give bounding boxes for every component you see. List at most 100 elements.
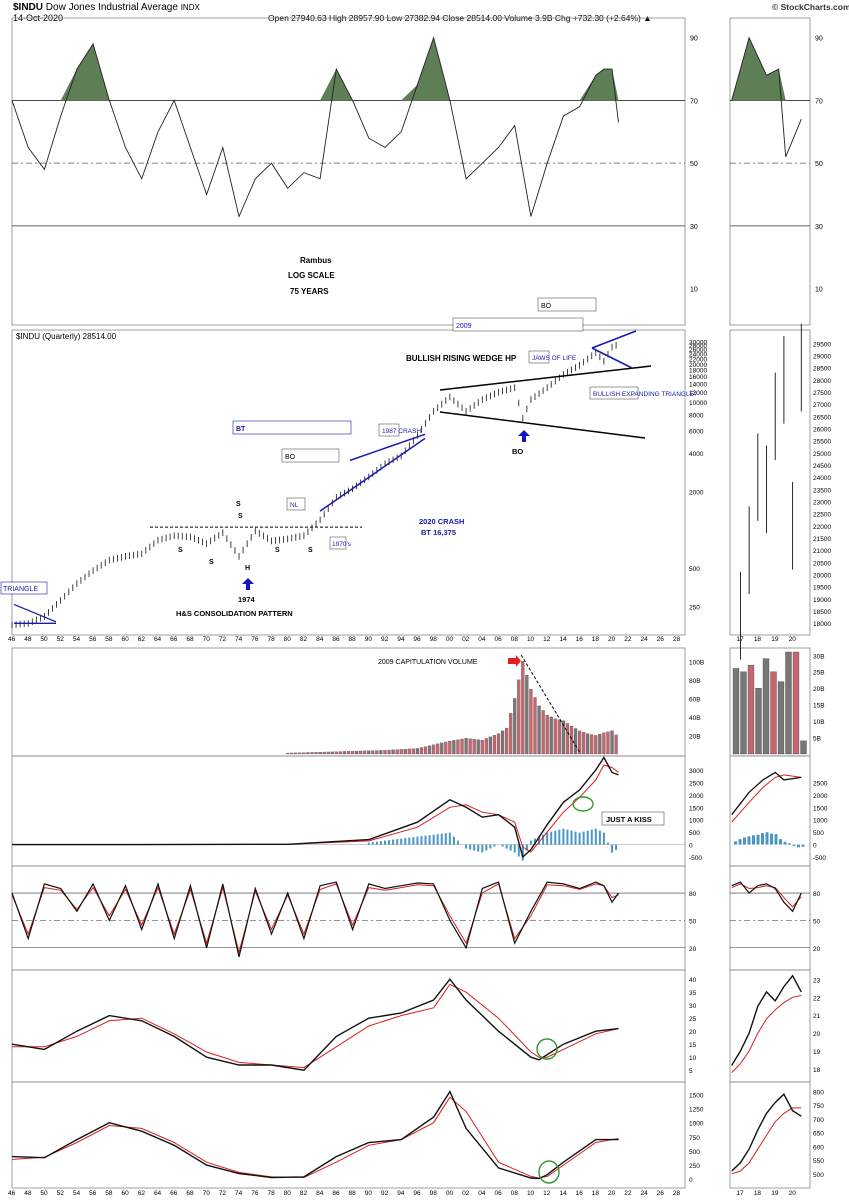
x-tick-label: 50	[40, 636, 48, 643]
annotation-box	[281, 448, 340, 463]
y-tick-label: -500	[689, 855, 702, 862]
x-tick-label: 80	[284, 636, 292, 643]
volume-bar	[318, 752, 322, 755]
x-tick-label: 52	[57, 1190, 65, 1197]
y-tick-label: 500	[813, 1172, 824, 1179]
x-tick-label: 58	[105, 1190, 113, 1197]
histogram-bar	[404, 838, 407, 845]
y-tick-label: 21	[813, 1013, 821, 1020]
histogram-bar	[485, 844, 488, 851]
y-tick-label: 1250	[689, 1107, 704, 1114]
volume-bar	[525, 675, 529, 755]
histogram-bar	[550, 831, 553, 845]
histogram-bar	[525, 844, 528, 851]
jaws-line-upper	[439, 365, 652, 391]
up-arrow-icon	[518, 430, 530, 442]
y-tick-label: 800	[813, 1089, 824, 1096]
y-tick-label: 15	[689, 1042, 697, 1049]
x-tick-label: 22	[624, 1190, 632, 1197]
rsi-line-right	[731, 36, 802, 158]
y-tick-label: 26000	[813, 426, 831, 433]
volume-bar	[777, 681, 785, 755]
y-tick-label: 26500	[813, 414, 831, 421]
x-tick-label: 76	[251, 636, 259, 643]
annotation: 1987 CRASH	[382, 428, 421, 435]
x-tick-label: 70	[203, 1190, 211, 1197]
annotation: BO	[512, 447, 523, 456]
histogram-bar	[473, 844, 476, 851]
histogram-bar	[792, 844, 796, 846]
annotation: JAWS OF LIFE	[532, 355, 577, 362]
histogram-bar	[416, 836, 419, 845]
y-tick-label: 20B	[813, 686, 825, 693]
x-tick-label: 68	[186, 636, 194, 643]
histogram-bar	[529, 840, 532, 845]
volume-bar	[415, 748, 420, 755]
volume-bar	[755, 688, 762, 755]
triangle-line	[13, 603, 57, 623]
y-tick-label: 30	[815, 224, 823, 231]
histogram-bar	[400, 838, 403, 845]
annotation: LOG SCALE	[288, 271, 335, 280]
x-tick-label: 72	[219, 1190, 227, 1197]
y-tick-label: 22000	[689, 356, 707, 363]
volume-bar	[294, 752, 298, 755]
x-tick-label: 20	[789, 1190, 797, 1197]
y-tick-label: 19000	[813, 597, 831, 604]
x-tick-label: 50	[40, 1190, 48, 1197]
annotation: BULLISH RISING WEDGE HP	[406, 354, 517, 363]
y-tick-label: 21000	[813, 548, 831, 555]
x-tick-label: 64	[154, 636, 162, 643]
histogram-bar	[509, 844, 512, 851]
y-tick-label: 20	[813, 946, 821, 953]
y-tick-label: 250	[689, 605, 700, 612]
y-tick-label: 1500	[689, 805, 704, 812]
kiss-circle	[536, 1038, 558, 1060]
macd-line-right	[731, 771, 802, 816]
x-tick-label: 14	[559, 1190, 567, 1197]
histogram-bar	[505, 844, 508, 849]
volume-bar	[460, 738, 464, 755]
histogram-bar	[501, 844, 504, 847]
annotation-box	[537, 297, 597, 312]
y-tick-label: 80B	[689, 678, 701, 685]
y-tick-label: 23500	[813, 487, 831, 494]
y-tick-label: 18000	[689, 368, 707, 375]
histogram-bar	[371, 842, 374, 845]
volume-bar	[565, 723, 570, 755]
y-tick-label: 2000	[689, 489, 704, 496]
x-tick-label: 62	[138, 636, 146, 643]
y-tick-label: 5	[689, 1068, 693, 1075]
y-tick-label: 25000	[813, 451, 831, 458]
histogram-bar	[801, 844, 805, 847]
y-tick-label: 40	[689, 977, 697, 984]
volume-bar	[403, 749, 407, 755]
annotation: H&S CONSOLIDATION PATTERN	[176, 609, 293, 618]
y-tick-label: 20	[813, 1031, 821, 1038]
x-tick-label: 88	[349, 1190, 357, 1197]
volume-bar	[448, 740, 452, 755]
annotation: 75 YEARS	[290, 287, 329, 296]
x-tick-label: 10	[527, 1190, 535, 1197]
volume-bar	[545, 714, 549, 755]
y-tick-label: 1500	[813, 805, 828, 812]
volume-bar	[399, 749, 403, 755]
x-tick-label: 46	[8, 636, 16, 643]
x-tick-label: 60	[122, 636, 130, 643]
volume-bar	[464, 738, 468, 755]
y-tick-label: 28000	[689, 343, 707, 350]
signal-line-right	[731, 1107, 802, 1175]
y-tick-label: 35	[689, 990, 697, 997]
volume-bar	[732, 668, 740, 755]
annotation-box	[452, 317, 584, 332]
histogram-bar	[765, 832, 769, 845]
volume-bar	[533, 697, 537, 755]
volume-bar	[521, 661, 525, 755]
fast-line-right	[731, 881, 802, 913]
annotation: 2009	[456, 323, 472, 330]
x-tick-label: 64	[154, 1190, 162, 1197]
x-tick-label: 17	[736, 1190, 744, 1197]
annotation: JUST A KISS	[606, 815, 652, 824]
exchange: INDX	[180, 3, 200, 12]
histogram-bar	[452, 836, 455, 845]
